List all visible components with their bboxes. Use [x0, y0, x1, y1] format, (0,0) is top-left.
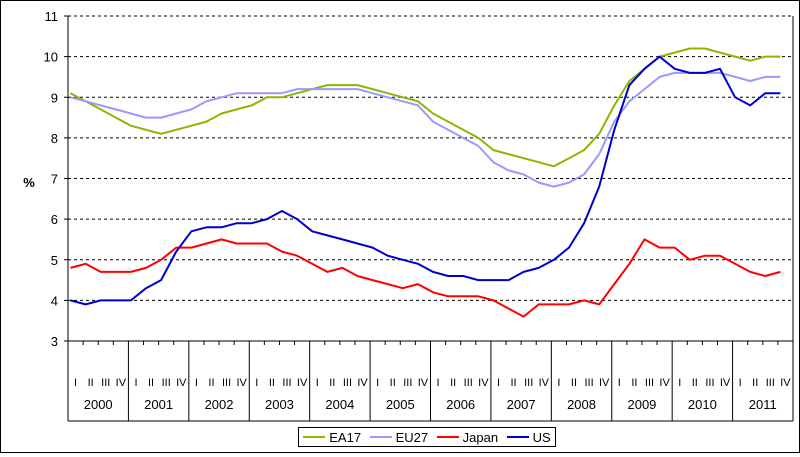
quarter-label-2009-IV: IV [659, 377, 670, 389]
quarter-label-2002-III: III [222, 377, 231, 389]
legend-label-ea17: EA17 [329, 429, 362, 445]
year-label-2005: 2005 [386, 397, 415, 412]
quarter-label-2010-I: I [678, 377, 681, 389]
year-label-2008: 2008 [567, 397, 596, 412]
quarter-label-2008-III: III [585, 377, 594, 389]
quarter-label-2006-I: I [437, 377, 440, 389]
quarter-label-2004-III: III [343, 377, 352, 389]
quarter-label-2002-I: I [195, 377, 198, 389]
quarter-label-2006-III: III [464, 377, 473, 389]
quarter-label-2009-I: I [618, 377, 621, 389]
quarter-label-2011-IV: IV [780, 377, 791, 389]
quarter-label-2006-II: II [450, 377, 456, 389]
legend-item-us: US [506, 429, 551, 445]
legend-label-eu27: EU27 [395, 429, 429, 445]
quarter-label-2004-IV: IV [357, 377, 368, 389]
chart-legend: EA17 EU27 Japan US [298, 427, 556, 447]
legend-item-japan: Japan [436, 429, 499, 445]
quarter-label-2000-II: II [88, 377, 94, 389]
quarter-label-2003-III: III [282, 377, 291, 389]
quarter-label-2000-IV: IV [116, 377, 127, 389]
quarter-label-2001-III: III [162, 377, 171, 389]
quarter-label-2004-II: II [329, 377, 335, 389]
y-tick-label-6: 6 [51, 212, 58, 227]
series-layer [70, 47, 781, 318]
quarter-label-2009-II: II [631, 377, 637, 389]
grid-layer [68, 15, 793, 301]
quarter-label-2005-II: II [390, 377, 396, 389]
y-tick-label-7: 7 [51, 172, 58, 187]
legend-label-japan: Japan [462, 429, 499, 445]
quarter-label-2008-II: II [571, 377, 577, 389]
y-tick-label-10: 10 [44, 50, 58, 65]
legend-swatch-us [506, 436, 529, 438]
quarter-label-2005-III: III [403, 377, 412, 389]
year-label-2004: 2004 [325, 397, 354, 412]
quarter-label-2002-IV: IV [236, 377, 247, 389]
legend-label-us: US [532, 429, 551, 445]
y-tick-label-11: 11 [45, 9, 59, 24]
quarter-label-2005-IV: IV [418, 377, 429, 389]
quarter-label-2007-II: II [511, 377, 517, 389]
series-line-japan [70, 238, 781, 318]
quarter-label-2011-III: III [766, 377, 775, 389]
y-tick-label-9: 9 [51, 90, 58, 105]
quarter-label-2000-III: III [101, 377, 110, 389]
quarter-label-2003-I: I [255, 377, 258, 389]
quarter-label-2001-IV: IV [176, 377, 187, 389]
y-tick-label-8: 8 [51, 131, 58, 146]
quarter-label-2009-III: III [645, 377, 654, 389]
quarter-label-2003-II: II [269, 377, 275, 389]
quarter-label-2008-I: I [557, 377, 560, 389]
year-label-2006: 2006 [446, 397, 475, 412]
year-label-2003: 2003 [265, 397, 294, 412]
quarter-label-2011-I: I [739, 377, 742, 389]
quarter-label-2010-II: II [692, 377, 698, 389]
year-label-2011: 2011 [749, 397, 777, 412]
y-axis-label: % [23, 175, 35, 190]
legend-swatch-ea17 [303, 436, 326, 438]
series-line-eu27 [70, 71, 781, 188]
series-line-us [70, 55, 781, 306]
quarter-label-2008-IV: IV [599, 377, 610, 389]
quarter-label-2001-I: I [134, 377, 137, 389]
quarter-label-2007-III: III [524, 377, 533, 389]
y-tick-label-5: 5 [51, 253, 58, 268]
quarter-label-2011-II: II [752, 377, 758, 389]
y-tick-label-3: 3 [51, 334, 58, 349]
quarter-label-2004-I: I [316, 377, 319, 389]
quarter-label-2002-II: II [208, 377, 214, 389]
year-label-2009: 2009 [627, 397, 656, 412]
quarter-label-2007-IV: IV [539, 377, 550, 389]
quarter-label-2010-IV: IV [720, 377, 731, 389]
quarter-label-2005-I: I [376, 377, 379, 389]
quarter-label-2010-III: III [705, 377, 714, 389]
year-label-2010: 2010 [688, 397, 717, 412]
legend-swatch-japan [436, 436, 459, 438]
quarter-label-2006-IV: IV [478, 377, 489, 389]
year-label-2007: 2007 [507, 397, 536, 412]
year-label-2002: 2002 [205, 397, 234, 412]
y-tick-label-4: 4 [51, 293, 58, 308]
quarter-label-2003-IV: IV [297, 377, 308, 389]
legend-item-ea17: EA17 [303, 430, 361, 445]
quarter-label-2001-II: II [148, 377, 154, 389]
quarter-label-2000-I: I [74, 377, 77, 389]
series-line-ea17 [70, 47, 781, 168]
year-label-2000: 2000 [84, 397, 113, 412]
legend-swatch-eu27 [369, 436, 392, 438]
year-label-2001: 2001 [144, 397, 173, 412]
legend-item-eu27: EU27 [369, 429, 429, 445]
quarter-label-2007-I: I [497, 377, 500, 389]
